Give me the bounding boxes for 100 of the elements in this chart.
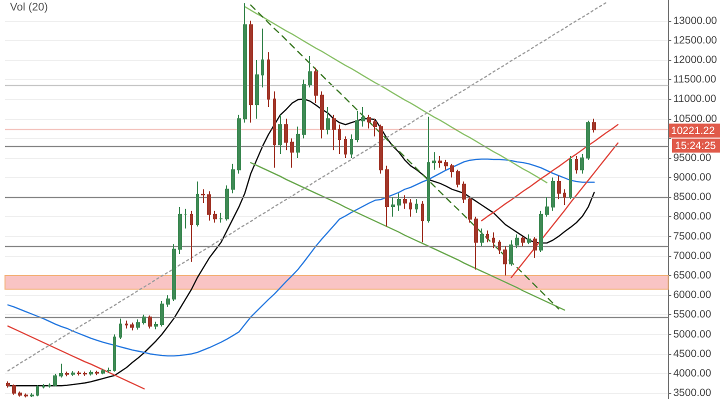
candlestick	[284, 118, 288, 151]
candlestick	[243, 2, 247, 124]
candlestick	[172, 244, 176, 302]
annotation: Vol (20)	[10, 2, 48, 14]
candlestick	[468, 196, 472, 224]
candlestick	[273, 90, 276, 168]
candlestick	[474, 216, 478, 270]
y-tick-label: 8000.00	[673, 210, 712, 223]
candlestick	[53, 373, 57, 387]
y-tick-label: 6000.00	[673, 289, 712, 302]
line-series	[7, 2, 607, 372]
candlestick	[42, 384, 45, 389]
candlestick	[326, 106, 330, 135]
candlestick	[77, 370, 81, 376]
candlestick	[65, 371, 69, 377]
candlestick	[24, 393, 28, 398]
candlestick	[178, 206, 182, 254]
candlestick	[503, 246, 507, 276]
candlestick	[575, 155, 578, 174]
candlestick	[545, 196, 549, 218]
candlestick	[30, 392, 34, 398]
candlestick	[533, 236, 537, 258]
candlestick	[302, 79, 306, 139]
candlestick	[427, 116, 430, 224]
candlestick	[338, 124, 341, 155]
line-series	[7, 325, 145, 390]
candlestick	[48, 382, 51, 388]
candlestick	[385, 165, 389, 228]
candlestick	[59, 363, 63, 378]
ref-line-label: 10221.22	[671, 125, 715, 138]
candlestick	[462, 180, 466, 204]
candlestick	[231, 163, 235, 194]
candlestick	[6, 380, 10, 388]
line-series	[250, 4, 560, 310]
candlestick	[403, 194, 407, 210]
candlestick	[539, 210, 543, 253]
candlestick	[373, 118, 377, 137]
candlestick	[154, 321, 158, 330]
y-tick-label: 11000.00	[673, 93, 716, 106]
candlestick	[71, 370, 75, 376]
candlestick	[101, 368, 105, 375]
candlestick	[344, 136, 347, 158]
candlestick	[296, 126, 300, 158]
line-series	[7, 158, 595, 357]
candlestick	[509, 240, 513, 266]
y-tick-label: 7000.00	[673, 250, 712, 262]
candlestick	[119, 318, 122, 340]
candlestick	[438, 155, 442, 168]
candlestick	[580, 154, 584, 174]
candlestick	[278, 114, 282, 155]
y-tick-label: 12500.00	[673, 34, 718, 46]
y-tick-label: 6500.00	[673, 270, 712, 282]
candlestick	[586, 120, 590, 160]
candlestick	[261, 28, 264, 88]
candlestick	[450, 163, 454, 178]
candlestick	[456, 169, 460, 188]
candlestick	[225, 184, 229, 222]
candlestick	[444, 159, 448, 170]
line-series	[481, 124, 619, 222]
text: 15:24:25	[675, 140, 716, 152]
candlestick	[308, 56, 312, 88]
candlestick	[415, 198, 418, 214]
candlestick	[480, 228, 484, 247]
candlestick	[421, 200, 424, 243]
candlestick	[249, 20, 253, 124]
candlestick	[350, 134, 353, 158]
y-tick-label: 11500.00	[673, 74, 716, 86]
candlestick	[142, 314, 146, 326]
candlestick	[136, 318, 140, 330]
candlestick	[332, 114, 336, 151]
candlestick	[196, 180, 199, 228]
candlestick	[391, 196, 395, 218]
candlestick	[527, 234, 531, 245]
candlestick	[95, 370, 99, 376]
candlestick	[592, 118, 596, 133]
candlestick	[492, 232, 495, 249]
candlestick	[36, 384, 39, 397]
candlestick	[201, 188, 205, 204]
candlestick	[83, 371, 87, 376]
candlestick	[166, 294, 170, 308]
candlestick	[314, 67, 318, 104]
candlestick	[397, 192, 401, 212]
y-tick-label: 12000.00	[673, 54, 718, 66]
candlestick	[213, 210, 217, 224]
candlestick	[379, 124, 383, 174]
y-tick-label: 5000.00	[673, 328, 712, 340]
candlestick	[107, 367, 111, 374]
y-tick-label: 9500.00	[673, 152, 712, 164]
y-tick-label: 3500.00	[673, 387, 712, 399]
candlestick	[367, 114, 371, 130]
y-tick-label: 7500.00	[673, 230, 712, 242]
candlestick	[18, 391, 22, 398]
candlestick	[563, 188, 566, 206]
candlestick	[207, 190, 211, 222]
candlestick	[290, 138, 294, 168]
candlestick	[130, 322, 134, 331]
line-series	[250, 162, 566, 311]
candlestick	[355, 110, 359, 143]
candlestick	[432, 152, 436, 170]
candlestick	[515, 234, 519, 249]
